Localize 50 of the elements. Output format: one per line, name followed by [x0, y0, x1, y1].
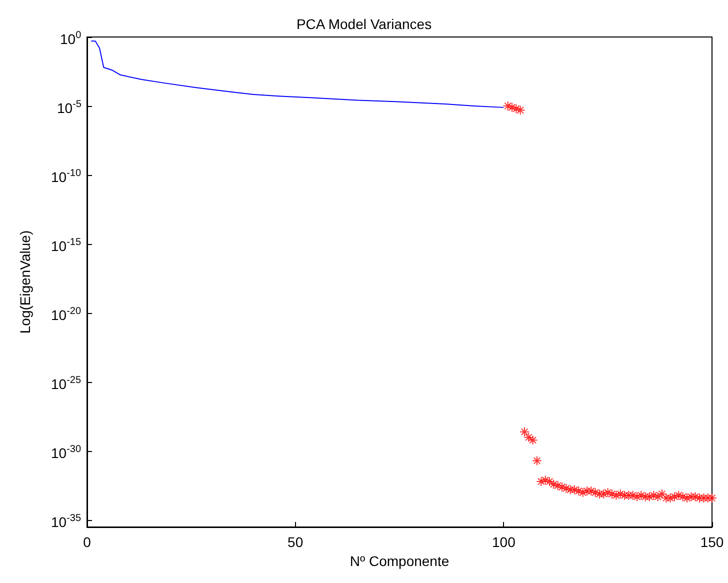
y-tick-label: 10$^{-15}$ [51, 237, 82, 254]
point [578, 488, 588, 498]
point [648, 490, 659, 500]
point [602, 488, 613, 498]
point [678, 492, 688, 502]
point [686, 492, 696, 502]
y-tick-label: 10$^{-10}$ [51, 168, 82, 186]
point [674, 490, 684, 500]
point [690, 492, 700, 502]
x-tick-label: 100 [492, 534, 516, 550]
point [502, 101, 513, 112]
y-axis-title: Log(EigenValue) [17, 230, 33, 334]
point [548, 479, 559, 490]
point [565, 484, 576, 495]
point [528, 435, 538, 446]
point [640, 492, 650, 502]
x-tick-label: 0 [83, 534, 92, 550]
point [511, 104, 522, 114]
point [698, 493, 709, 504]
chart-title: PCA Model Variances [296, 16, 432, 32]
point [532, 456, 542, 466]
y-tick-label: 10$^{-35}$ [51, 513, 82, 530]
point [636, 490, 646, 500]
point [611, 490, 622, 500]
point [702, 493, 713, 504]
point [536, 476, 546, 487]
point [628, 490, 638, 500]
point [586, 486, 596, 496]
y-tick-label: 10$^{0}$ [60, 30, 82, 47]
point [624, 490, 634, 500]
y-tick-label: 10$^{-25}$ [51, 375, 82, 392]
y-tick-label: 10$^{-30}$ [51, 444, 82, 462]
y-tick-label: 10$^{-5}$ [57, 99, 82, 116]
point [652, 492, 663, 502]
point [665, 493, 676, 504]
y-tick-label: 10$^{-20}$ [51, 306, 82, 324]
line-series [90, 40, 504, 108]
point [540, 475, 550, 486]
point [615, 488, 626, 499]
point [561, 483, 572, 494]
point [515, 105, 526, 116]
point [524, 432, 534, 442]
point [552, 480, 563, 491]
x-axis-title: Nº Componente [350, 552, 450, 569]
point [590, 488, 600, 498]
x-tick-label: 50 [288, 534, 304, 550]
point [520, 426, 530, 437]
x-tick-label: 150 [700, 534, 724, 550]
point [574, 486, 584, 496]
point [598, 488, 609, 499]
